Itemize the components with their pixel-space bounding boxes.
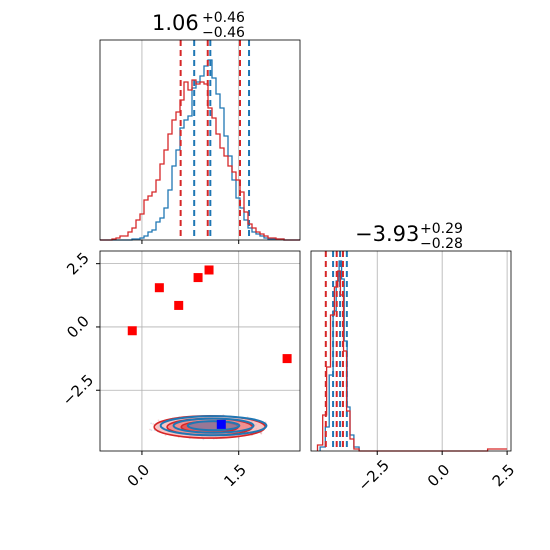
title-x-minus: −0.46 xyxy=(202,25,245,41)
y-tick-label: 2.5 xyxy=(63,249,93,279)
x-tick-label: 2.5 xyxy=(489,461,519,491)
x-tick-label: 1.5 xyxy=(220,461,250,491)
y-tick-label: 0.0 xyxy=(63,312,93,342)
contour-blue-level xyxy=(172,417,255,434)
axes-frame xyxy=(99,39,301,241)
histogram-y-panel: −2.5 0.0 2.5 xyxy=(310,250,519,495)
red-marker xyxy=(204,265,214,275)
sample-dot xyxy=(202,438,205,441)
histogram-x-series-red xyxy=(100,79,300,241)
axes-frame xyxy=(99,250,301,452)
x-tick-label: 0.0 xyxy=(124,461,154,491)
title-y: −3.93 +0.29 −0.28 xyxy=(355,221,463,252)
sample-dot xyxy=(150,422,153,425)
contour-blue-level xyxy=(186,420,241,432)
x-tick-label: 0.0 xyxy=(424,461,454,491)
sample-dot xyxy=(260,431,263,434)
histogram-x-panel xyxy=(99,39,301,244)
title-y-minus: −0.28 xyxy=(420,236,463,252)
sample-dot xyxy=(157,419,160,422)
red-marker xyxy=(282,354,292,364)
title-x: 1.06 +0.46 −0.46 xyxy=(152,10,245,41)
contour-blue-level xyxy=(159,415,268,437)
sample-dot xyxy=(164,434,167,437)
red-marker xyxy=(127,326,137,336)
sample-dot xyxy=(152,423,155,425)
sample-dot xyxy=(150,429,153,432)
sample-dot xyxy=(149,428,151,431)
red-marker xyxy=(193,273,203,283)
scatter-contour-panel: 0.0 1.5 2.5 0.0 −2.5 xyxy=(59,249,301,491)
x-tick-label: −2.5 xyxy=(354,456,392,494)
title-y-value: −3.93 xyxy=(355,222,419,246)
blue-marker xyxy=(216,419,226,429)
sample-dot xyxy=(238,437,240,439)
y-tick-label: −2.5 xyxy=(59,371,97,409)
sample-dot xyxy=(260,432,263,435)
histogram-x-series-blue xyxy=(100,59,300,241)
title-x-plus: +0.46 xyxy=(202,10,245,26)
title-y-plus: +0.29 xyxy=(420,221,463,237)
axes-frame xyxy=(310,250,512,452)
red-marker xyxy=(154,283,164,293)
red-marker xyxy=(174,300,184,310)
title-x-value: 1.06 xyxy=(152,11,199,35)
